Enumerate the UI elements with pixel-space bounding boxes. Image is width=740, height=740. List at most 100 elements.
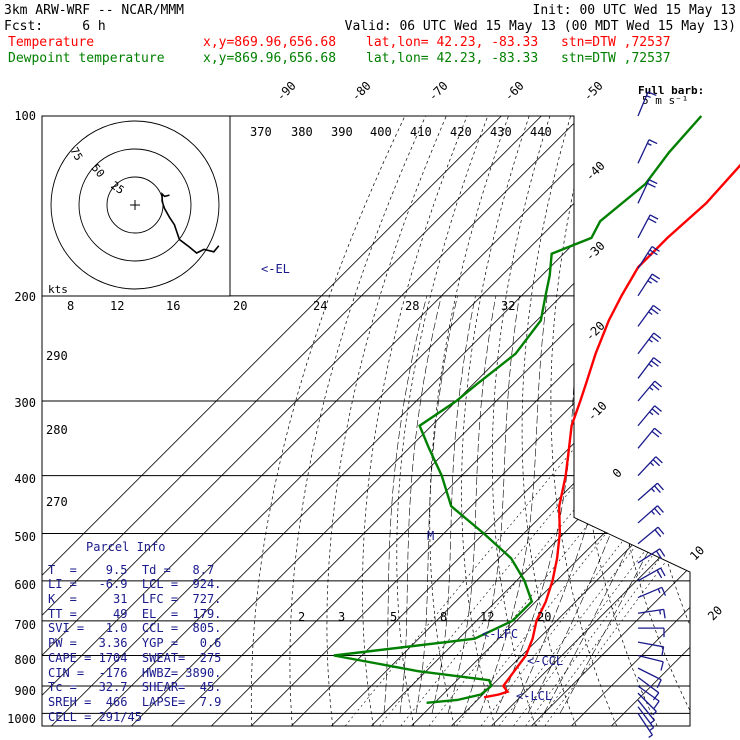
parcel-info-title: Parcel Info [86,540,165,554]
parcel-row: CIN = -176 HWBZ= 3890. [48,666,221,680]
barb-flag [651,383,660,391]
moist-adiabat [559,295,690,714]
barb-flag [657,482,664,491]
parcel-row: LI = -6.9 LCL = 924. [48,577,221,591]
barb-flag [649,214,659,220]
mixing-ratio-line [544,295,690,726]
dry-adiabat [730,116,740,726]
isotherm [451,116,690,726]
barb-flag [651,246,660,252]
barb-flag [652,692,660,701]
mixing-ratio-line [525,295,690,726]
wind-barb [637,405,662,427]
parcel-row: SVI = 1.0 CCL = 805. [48,621,221,635]
wind-barb [637,667,662,689]
parcel-row: T = 9.5 Td = 8.7 [48,563,214,577]
wind-barb [637,692,657,716]
moist-adiabat [479,295,548,714]
isotherm-label: -60 [502,79,527,104]
wind-barb [637,685,660,709]
wind-barb [637,427,662,449]
barb-flag [661,587,667,596]
barb-flag [654,380,663,388]
theta-label: 290 [46,349,68,363]
loc-xy-dew: x,y=869.96,656.68 [203,51,336,66]
moist-adiabat [543,295,690,714]
valid-time: Valid: 06 UTC Wed 15 May 13 (00 MDT Wed … [345,19,736,34]
barb-flag [654,529,662,538]
barb-staff [637,667,662,681]
legend-dewpoint: Dewpoint temperature [8,51,165,66]
loc-stn-dew: stn=DTW ,72537 [561,51,671,66]
barb-half [649,727,654,731]
hodograph-ring [78,148,192,262]
isotherm-label: 20 [705,603,725,623]
dry-adiabat [289,116,426,726]
parcel-row: CELL = 291/45 [48,710,142,724]
dry-adiabat [521,116,577,726]
barb-flag [654,405,662,413]
barb-flag [656,679,662,689]
loc-stn-temp: stn=DTW ,72537 [561,35,671,50]
p-tick-900: 900 [14,684,36,698]
barb-staff [637,91,649,117]
dry-adiabat [707,116,740,726]
barb-flag [653,332,662,339]
mixing-ratio-label: 20 [537,610,551,624]
wind-barb [637,505,664,524]
isotherm [211,116,690,726]
barb-flag [647,91,657,97]
barb-half [650,719,655,724]
barb-staff [637,641,664,648]
barb-flag [652,459,661,467]
full-barb-label: Full barb: [638,84,704,97]
barb-flag [648,179,658,185]
barb-half [647,280,652,284]
theta-label: 270 [46,495,68,509]
isotherm [611,116,690,726]
pressure-axis: 100 200 300 400 500 600 700 800 900 1000 [7,109,36,726]
barb-flag [651,408,660,416]
parcel-row: SREH = 466 LAPSE= 7.9 [48,695,221,709]
isotherm [571,116,690,726]
barb-staff [637,179,650,204]
barb-half [652,711,657,716]
mixing-ratio-labels: 8 12 16 20 24 28 32 2 3 5 8 12 20 [67,299,551,624]
init-time: Init: 00 UTC Wed 15 May 13 [533,3,737,18]
wind-barb [637,91,657,117]
barb-staff [637,699,655,721]
isotherm [491,116,690,726]
barb-half [659,609,662,615]
barb-flag [649,249,658,256]
barb-flag [661,646,665,656]
isotherm [411,116,690,726]
theta-label: 380 [291,125,313,139]
dry-adiabat [491,116,551,726]
theta-label: 390 [331,125,353,139]
barb-staff [637,676,660,694]
moist-adiabat [463,295,520,714]
mixing-ratio-line [513,295,690,726]
p-tick-600: 600 [14,578,36,592]
temperature-profile [483,163,740,699]
profiles [333,115,740,704]
isotherm-label: -20 [583,319,608,344]
mixing-ratio-line [456,295,690,726]
barb-flag [650,335,659,343]
wind-barb [638,627,665,638]
barb-staff [637,482,658,501]
wind-barb [637,482,664,501]
mixing-ratio-label: 8 [67,299,74,313]
barb-half [648,734,653,739]
wind-barb [637,456,663,477]
dry-adiabat [429,116,509,726]
p-tick-1000: 1000 [7,712,36,726]
barb-flag [650,308,659,315]
barb-flag [649,276,658,283]
barb-staff [637,139,650,164]
parcel-row: CAPE = 1704 SWEAT= 275 [48,651,221,665]
barb-flag [651,430,660,438]
mixing-ratio-label: 12 [480,610,494,624]
isotherm [42,116,542,726]
